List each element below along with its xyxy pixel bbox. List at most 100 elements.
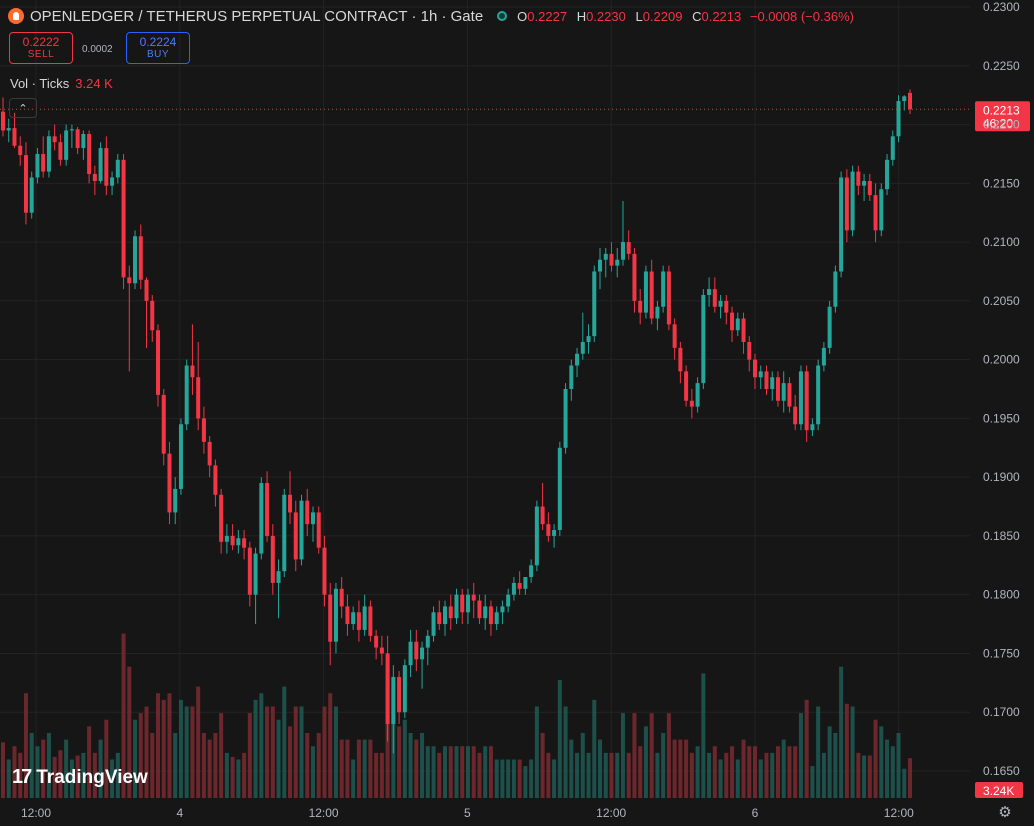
volume-bar xyxy=(356,739,361,798)
volume-bar xyxy=(420,732,425,798)
candle-body xyxy=(764,371,769,390)
time-axis[interactable]: 12:00412:00512:00612:00712:00812:00912:0… xyxy=(21,806,1034,820)
volume-bar xyxy=(408,732,413,798)
volume-bar xyxy=(127,666,132,798)
candle-body xyxy=(402,665,407,713)
candle-body xyxy=(69,129,74,131)
candle-body xyxy=(787,383,792,407)
candle-body xyxy=(529,565,534,578)
volume-bar xyxy=(133,719,138,798)
candle-body xyxy=(896,101,901,137)
volume-bar xyxy=(448,746,453,798)
sell-button[interactable]: 0.2222 SELL xyxy=(9,32,73,64)
tradingview-logo[interactable]: 17 TradingView xyxy=(12,766,148,789)
volume-bar xyxy=(454,746,459,798)
volume-bar xyxy=(0,742,6,798)
candle-body xyxy=(138,236,143,280)
volume-bar xyxy=(110,759,115,798)
volume-bar xyxy=(730,746,735,798)
volume-bar xyxy=(161,699,166,798)
volume-bar xyxy=(867,755,872,798)
candle-body xyxy=(420,647,425,660)
candle-body xyxy=(437,612,442,625)
candle-body xyxy=(81,133,86,149)
volume-bar xyxy=(316,732,321,798)
volume-bar xyxy=(816,706,821,798)
volume-bar xyxy=(368,739,373,798)
candle-body xyxy=(752,359,758,378)
low-label: L xyxy=(635,8,643,24)
volume-bar xyxy=(431,746,436,798)
volume-bar xyxy=(557,679,562,798)
candle-body xyxy=(18,145,23,156)
candle-body xyxy=(661,271,666,307)
volume-bar xyxy=(437,752,442,798)
price-tick-label: 0.1850 xyxy=(983,529,1020,543)
candle-body xyxy=(196,377,201,419)
volume-bar xyxy=(839,666,844,798)
volume-bar xyxy=(374,752,379,798)
candle-body xyxy=(230,535,235,546)
volume-bar xyxy=(310,746,315,798)
market-status-icon[interactable] xyxy=(497,11,508,21)
candle-body xyxy=(236,538,241,546)
change-value: −0.0008 (−0.36%) xyxy=(749,8,854,24)
candle-body xyxy=(534,506,539,566)
candle-body xyxy=(758,371,763,378)
candle-body xyxy=(580,342,585,354)
settings-gear-icon[interactable]: ⚙ xyxy=(998,804,1012,821)
volume-bar xyxy=(92,752,97,798)
collapse-legend-button[interactable]: ⌃ xyxy=(9,98,37,118)
price-tick-label: 0.2100 xyxy=(983,235,1020,249)
volume-bar xyxy=(844,703,849,798)
candle-body xyxy=(316,512,321,548)
volume-bar xyxy=(603,752,608,798)
candle-body xyxy=(592,271,597,337)
volume-bar xyxy=(833,732,838,798)
volume-bar xyxy=(586,752,591,798)
candle-body xyxy=(879,189,884,231)
volume-bar xyxy=(397,726,402,798)
volume-bar xyxy=(500,759,505,798)
volume-bar xyxy=(23,693,28,798)
price-axis[interactable]: 0.2300 0.2250 0.2200 0.2150 0.2100 0.2050 0.20… xyxy=(983,0,1020,778)
volume-bar xyxy=(747,746,752,798)
volume-legend[interactable]: Vol · Ticks 3.24 K xyxy=(10,76,113,91)
candle-body xyxy=(517,582,522,589)
candle-body xyxy=(52,136,57,143)
close-label: C xyxy=(692,8,702,24)
price-label-box xyxy=(975,101,1030,132)
time-tick-label: 12:00 xyxy=(596,806,626,820)
candle-body xyxy=(144,279,149,301)
candle-body xyxy=(477,600,482,619)
time-tick-label: 4 xyxy=(176,806,183,820)
chevron-up-icon: ⌃ xyxy=(18,102,28,115)
volume-bar xyxy=(672,739,677,798)
candle-body xyxy=(305,500,310,525)
buy-button[interactable]: 0.2224 BUY xyxy=(126,32,190,64)
candle-body xyxy=(712,289,717,307)
candle-body xyxy=(351,612,356,625)
symbol-title[interactable]: OPENLEDGER / TETHERUS PERPETUAL CONTRACT… xyxy=(30,7,484,25)
volume-bar xyxy=(201,732,206,798)
volume-bar xyxy=(735,759,740,798)
open-label: O xyxy=(517,8,528,24)
price-tick-label: 0.1950 xyxy=(983,411,1020,425)
candle-body xyxy=(98,148,103,181)
buy-label: BUY xyxy=(146,49,170,60)
candle-body xyxy=(368,606,373,636)
candle-body xyxy=(35,153,40,178)
volume-bar xyxy=(224,752,229,798)
volume-bar xyxy=(196,686,201,798)
candle-body xyxy=(0,111,6,131)
candle-body xyxy=(465,594,470,613)
candle-body xyxy=(638,300,643,313)
volume-bar xyxy=(873,719,878,798)
volume-bar xyxy=(46,732,51,798)
candle-body xyxy=(598,259,603,272)
volume-bar xyxy=(184,706,189,798)
volume-bar xyxy=(477,752,482,798)
volume-bar xyxy=(626,752,631,798)
candle-body xyxy=(626,242,631,254)
